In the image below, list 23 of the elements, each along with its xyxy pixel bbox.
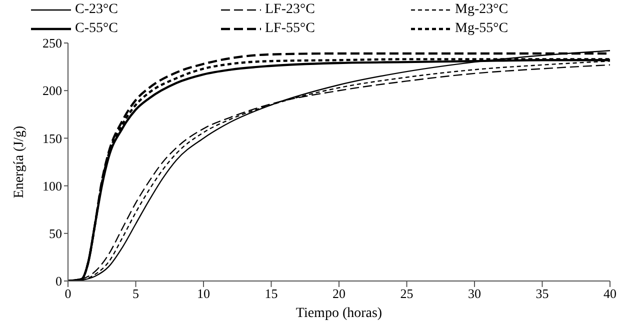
legend-label: Mg-55°C [455, 20, 508, 38]
y-tick-label: 250 [42, 36, 62, 51]
legend-label: C-23°C [75, 0, 118, 18]
legend-label: LF-23°C [265, 0, 315, 18]
x-tick-label: 0 [64, 286, 72, 302]
legend-label: Mg-23°C [455, 0, 508, 18]
x-tick-label: 10 [197, 286, 210, 302]
legend-label: C-55°C [75, 20, 118, 38]
x-tick-label: 25 [400, 286, 414, 302]
x-axis-title: Tiempo (horas) [296, 306, 382, 321]
y-tick-label: 100 [42, 178, 62, 194]
y-axis-title: Energía (J/g) [12, 125, 27, 198]
x-tick-label: 15 [264, 286, 278, 302]
legend-label: LF-55°C [265, 20, 315, 38]
x-tick-label: 5 [132, 286, 139, 302]
x-tick-label: 35 [536, 286, 549, 302]
x-tick-label: 20 [332, 286, 346, 302]
y-tick-label: 150 [42, 130, 62, 146]
y-tick-label: 0 [56, 274, 62, 289]
y-tick-label: 200 [42, 83, 62, 98]
y-tick-label: 50 [49, 226, 62, 242]
x-tick-label: 40 [604, 286, 616, 302]
x-tick-label: 30 [468, 286, 481, 302]
